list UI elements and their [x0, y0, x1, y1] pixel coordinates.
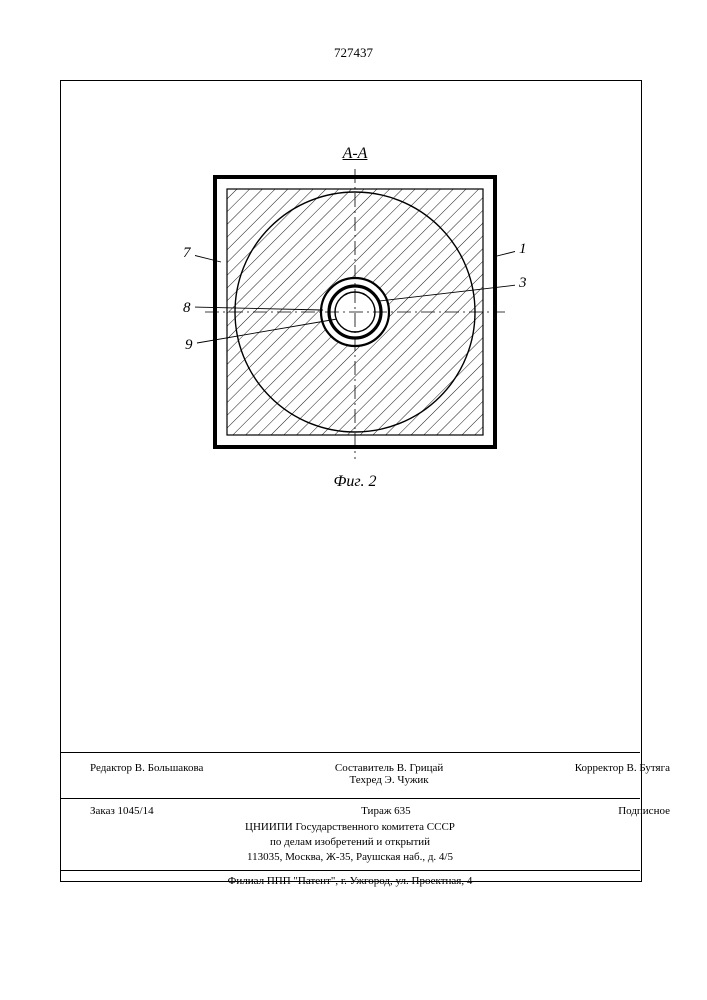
divider-2 [60, 798, 640, 799]
branch: Филиал ППП "Патент", г. Ужгород, ул. Про… [228, 875, 473, 887]
subscription: Подписное [618, 805, 670, 817]
callout-3: 3 [519, 275, 527, 292]
callout-7: 7 [183, 245, 191, 262]
divider-3 [60, 870, 640, 871]
document-number: 727437 [0, 45, 707, 61]
credits-row: Редактор В. Большакова Составитель В. Гр… [60, 762, 700, 786]
callout-1: 1 [519, 241, 527, 258]
figure-2: А-А [195, 145, 515, 491]
callout-9: 9 [185, 337, 193, 354]
org-line-2: по делам изобретений и открытий [60, 835, 640, 850]
section-label: А-А [195, 145, 515, 163]
cross-section-diagram [195, 167, 515, 467]
callout-8: 8 [183, 300, 191, 317]
tech-editor: Техред Э. Чужик [349, 774, 428, 786]
order-number: Заказ 1045/14 [90, 805, 154, 817]
order-row: Заказ 1045/14 Тираж 635 Подписное [60, 805, 700, 817]
compiler: Составитель В. Грицай [335, 762, 443, 774]
figure-caption: Фиг. 2 [195, 473, 515, 491]
org-line-1: ЦНИИПИ Государственного комитета СССР [60, 820, 640, 835]
branch-row: Филиал ППП "Патент", г. Ужгород, ул. Про… [60, 875, 640, 887]
org-address: 113035, Москва, Ж-35, Раушская наб., д. … [60, 850, 640, 865]
leader-7 [195, 255, 221, 262]
print-run: Тираж 635 [361, 805, 411, 817]
editor: Редактор В. Большакова [90, 762, 203, 786]
org-block: ЦНИИПИ Государственного комитета СССР по… [60, 820, 640, 865]
divider-1 [60, 752, 640, 753]
corrector: Корректор В. Бутяга [575, 762, 670, 786]
